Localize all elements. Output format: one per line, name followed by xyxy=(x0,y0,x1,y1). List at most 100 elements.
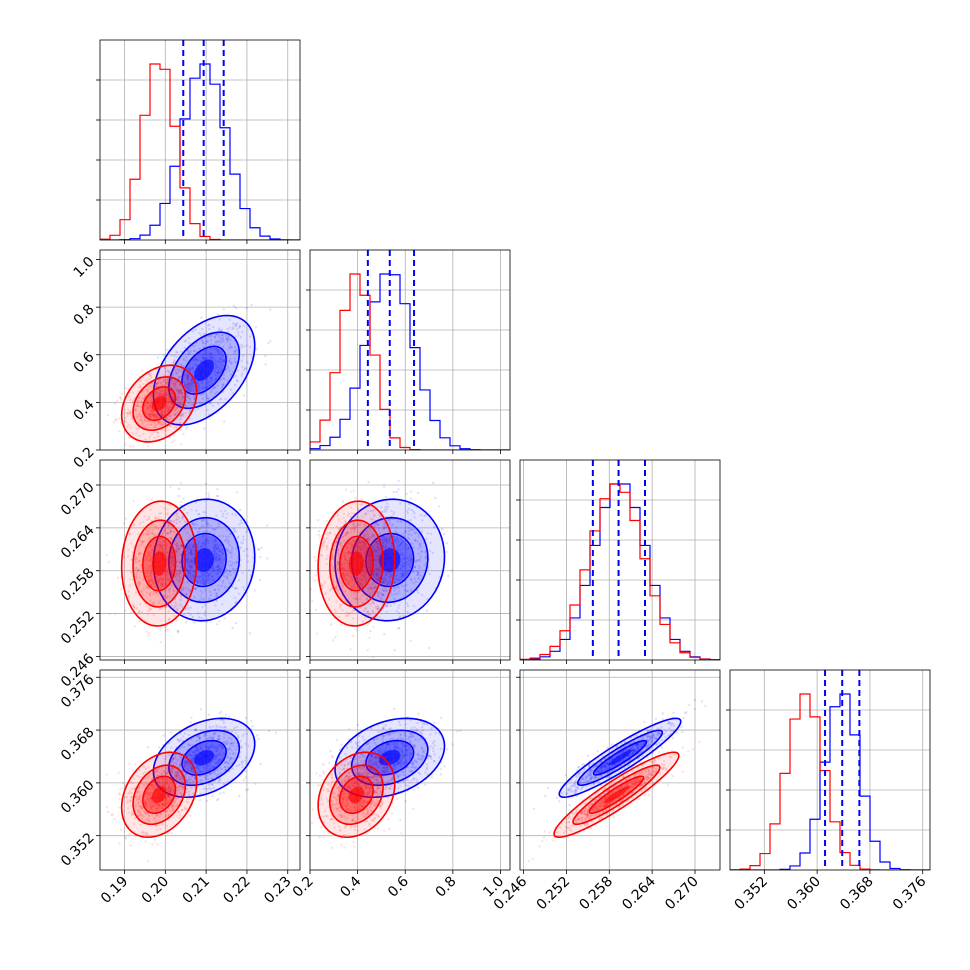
scatter-point xyxy=(328,589,332,592)
scatter-point xyxy=(217,773,220,776)
scatter-point xyxy=(406,610,409,614)
scatter-point xyxy=(354,594,358,598)
scatter-point xyxy=(152,581,156,584)
scatter-point xyxy=(185,560,189,564)
scatter-point xyxy=(385,545,388,548)
scatter-point xyxy=(141,397,145,400)
scatter-point xyxy=(151,578,154,581)
scatter-point xyxy=(149,544,152,548)
scatter-point xyxy=(141,593,144,596)
scatter-point xyxy=(221,726,225,729)
scatter-point xyxy=(206,579,209,582)
scatter-point xyxy=(347,553,350,556)
scatter-point xyxy=(188,409,191,412)
scatter-point xyxy=(331,557,334,561)
scatter-point xyxy=(236,734,240,738)
scatter-point xyxy=(242,549,246,553)
scatter-point xyxy=(380,506,383,509)
scatter-point xyxy=(161,779,164,783)
scatter-point xyxy=(386,582,390,586)
scatter-point xyxy=(413,565,417,568)
scatter-point xyxy=(140,540,144,544)
scatter-point xyxy=(166,384,169,387)
scatter-point xyxy=(315,632,318,635)
scatter-point xyxy=(229,742,232,745)
scatter-point xyxy=(260,546,263,550)
scatter-point xyxy=(385,544,388,548)
scatter-frame-2-1 xyxy=(309,459,511,661)
scatter-point xyxy=(216,313,219,316)
scatter-point xyxy=(354,496,357,500)
scatter-point xyxy=(378,532,382,535)
scatter-point xyxy=(228,532,232,536)
scatter-point xyxy=(172,382,175,385)
scatter-point xyxy=(139,387,143,390)
scatter-point xyxy=(418,543,421,546)
scatter-point xyxy=(210,745,214,749)
scatter-point xyxy=(174,385,177,388)
scatter-point xyxy=(142,539,146,543)
histogram-step xyxy=(310,273,510,450)
scatter-point xyxy=(165,596,169,599)
scatter-point xyxy=(195,745,198,749)
scatter-point xyxy=(213,731,216,735)
scatter-point xyxy=(166,402,170,405)
scatter-point xyxy=(345,614,348,618)
scatter-point xyxy=(160,544,163,547)
scatter-point xyxy=(241,372,244,375)
scatter-point xyxy=(351,634,355,638)
scatter-point xyxy=(190,766,193,769)
scatter-point xyxy=(174,409,177,412)
scatter-point xyxy=(201,541,205,545)
scatter-point xyxy=(203,353,206,356)
scatter-point xyxy=(363,551,367,555)
scatter-point xyxy=(204,544,207,547)
scatter-point xyxy=(166,398,169,401)
scatter-point xyxy=(349,648,352,651)
scatter-point xyxy=(402,565,405,568)
scatter-point xyxy=(157,431,160,434)
scatter-point xyxy=(217,760,220,763)
scatter-point xyxy=(165,577,169,581)
scatter-point xyxy=(173,413,177,416)
scatter-point xyxy=(147,814,151,818)
scatter-point xyxy=(199,334,203,337)
scatter-point xyxy=(256,734,259,737)
scatter-point xyxy=(203,769,207,772)
scatter-point xyxy=(313,579,316,582)
scatter-point xyxy=(189,543,192,546)
scatter-point xyxy=(145,553,148,556)
scatter-point xyxy=(420,550,423,553)
scatter-point xyxy=(375,573,378,576)
scatter-point xyxy=(178,520,181,523)
scatter-point xyxy=(383,522,386,525)
scatter-point xyxy=(239,541,243,544)
scatter-point xyxy=(155,814,159,817)
scatter-point xyxy=(342,516,345,520)
scatter-point xyxy=(341,571,344,574)
scatter-point xyxy=(413,538,417,542)
scatter-point xyxy=(144,556,148,559)
scatter-point xyxy=(164,755,168,758)
scatter-point xyxy=(180,780,184,783)
scatter-point xyxy=(147,420,150,423)
scatter-point xyxy=(421,593,424,597)
scatter-point xyxy=(213,555,217,559)
scatter-point xyxy=(150,373,153,376)
scatter-point xyxy=(218,366,221,370)
scatter-point xyxy=(393,539,397,542)
scatter-point xyxy=(363,533,367,537)
scatter-point xyxy=(195,359,199,362)
histogram-step xyxy=(100,63,300,240)
scatter-point xyxy=(209,773,212,776)
scatter-point xyxy=(179,566,183,569)
scatter-point xyxy=(410,508,413,512)
scatter-point xyxy=(383,587,387,590)
scatter-point xyxy=(184,760,187,763)
scatter-point xyxy=(364,534,367,538)
scatter-point xyxy=(215,572,218,575)
scatter-point xyxy=(380,593,384,596)
scatter-point xyxy=(165,551,169,555)
scatter-point xyxy=(146,419,150,422)
scatter-point xyxy=(162,378,166,381)
